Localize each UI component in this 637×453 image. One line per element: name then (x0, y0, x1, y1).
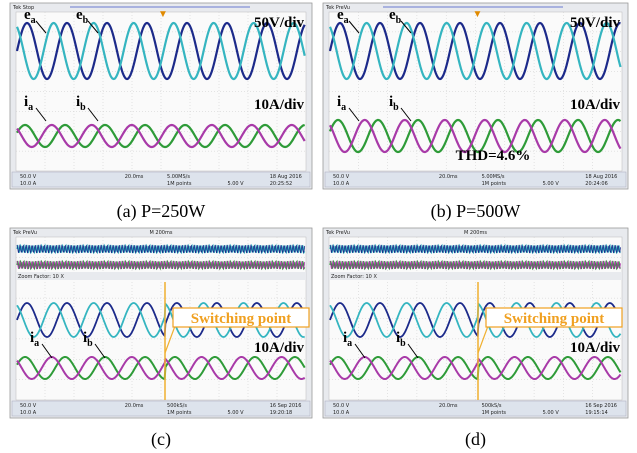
status-text: 5.00 V (543, 410, 560, 416)
label-sub: a (344, 15, 349, 26)
zoom-label: Zoom Factor: 10 X (331, 274, 377, 280)
zoom-label: Zoom Factor: 10 X (18, 274, 64, 280)
scope-header: Tek PreVu (12, 230, 37, 236)
trigger-marker: ▼ (158, 9, 168, 20)
scale-label: 10A/div (254, 97, 305, 113)
label-sub: b (83, 15, 89, 26)
status-text: 10.0 A (333, 181, 350, 187)
caption: (a) P=250W (117, 201, 206, 222)
scale-label: 50V/div (254, 15, 305, 31)
label-sub: b (393, 102, 399, 113)
status-text: 500kS/s (167, 403, 187, 409)
status-text: 5.00MS/s (482, 174, 505, 180)
status-text: 20:25:52 (270, 181, 292, 187)
status-text: 50.0 V (333, 403, 350, 409)
label-sub: a (34, 338, 39, 349)
status-text: 16 Sep 2016 (270, 403, 302, 409)
status-text: 19:15:14 (585, 410, 607, 416)
status-bar (325, 172, 626, 187)
status-text: 10.0 A (333, 410, 350, 416)
label-sub: b (87, 338, 93, 349)
status-text: 5.00MS/s (167, 174, 190, 180)
timebase: M 200ms (464, 230, 487, 236)
status-text: 20.0ms (125, 174, 144, 180)
caption: (d) (465, 429, 486, 450)
label-sub: a (31, 15, 36, 26)
scope-header: Tek PreVu (325, 230, 350, 236)
status-text: 1M points (482, 410, 507, 416)
status-text: 1M points (482, 181, 507, 187)
status-text: 500kS/s (482, 403, 502, 409)
figure: Tek Stop▼eaebiaib50V/div10A/div50.0 V10.… (0, 0, 637, 453)
status-text: 16 Sep 2016 (585, 403, 617, 409)
caption: (b) P=500W (431, 201, 521, 222)
status-text: 18 Aug 2016 (585, 174, 617, 180)
label-sub: b (80, 102, 86, 113)
status-text: 5.00 V (227, 181, 244, 187)
status-text: 20.0ms (125, 403, 144, 409)
status-bar (12, 401, 310, 416)
trigger-marker: ▼ (473, 9, 483, 20)
thd-label: THD=4.6% (456, 148, 531, 164)
status-text: 19:20:18 (270, 410, 292, 416)
status-bar (325, 401, 626, 416)
status-text: 1M points (167, 410, 192, 416)
scale-label: 50V/div (570, 15, 621, 31)
status-text: 10.0 A (20, 410, 37, 416)
status-text: 20.0ms (439, 174, 458, 180)
label-sub: a (347, 338, 352, 349)
status-text: 20.0ms (439, 403, 458, 409)
status-text: 50.0 V (20, 403, 37, 409)
label-sub: a (341, 102, 346, 113)
status-text: 5.00 V (227, 410, 244, 416)
status-text: 5.00 V (543, 181, 560, 187)
label-sub: a (28, 102, 33, 113)
timebase: M 200ms (150, 230, 173, 236)
status-text: 50.0 V (333, 174, 350, 180)
switch-label: Switching point (504, 311, 604, 327)
label-sub: b (396, 15, 402, 26)
scale-label: 10A/div (570, 340, 621, 356)
scale-label: 10A/div (570, 97, 621, 113)
status-text: 20:24:06 (585, 181, 607, 187)
status-text: 1M points (167, 181, 192, 187)
switch-label: Switching point (191, 311, 291, 327)
status-text: 10.0 A (20, 181, 37, 187)
status-bar (12, 172, 310, 187)
scale-label: 10A/div (254, 340, 305, 356)
label-sub: b (400, 338, 406, 349)
status-text: 50.0 V (20, 174, 37, 180)
caption: (c) (151, 429, 171, 450)
status-text: 18 Aug 2016 (270, 174, 302, 180)
